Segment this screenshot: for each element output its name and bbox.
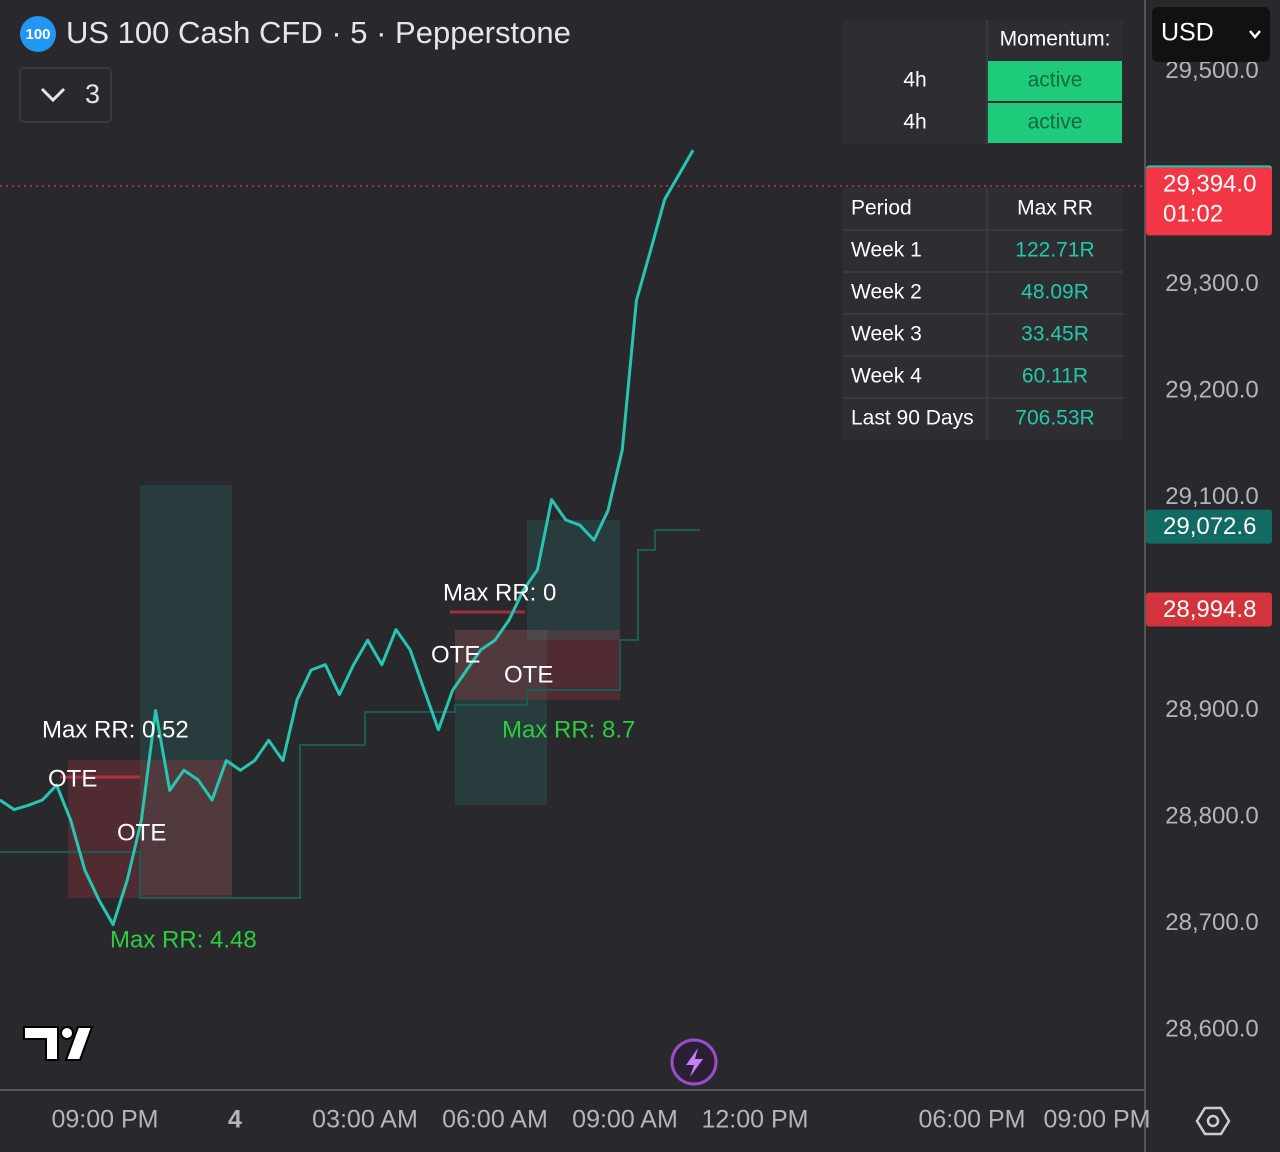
rr-header: Max RR	[1017, 197, 1093, 220]
logo-part	[60, 1026, 74, 1040]
max-rr: 122.71R	[1015, 239, 1094, 262]
time-tick-label: 09:00 PM	[51, 1106, 158, 1134]
step-line	[0, 529, 700, 899]
period: Last 90 Days	[851, 407, 974, 430]
timeframe: 4h	[903, 69, 926, 92]
price-tick-label: 28,900.0	[1165, 696, 1258, 723]
settings-icon	[1206, 1114, 1220, 1128]
price-line	[0, 149, 695, 927]
annotation: Max RR: 0.52	[42, 716, 189, 743]
status-cell	[988, 61, 1122, 101]
price-tick-label: 29,200.0	[1165, 376, 1258, 403]
symbol-icon-text: 100	[25, 26, 50, 43]
time-tick-label: 09:00 PM	[1043, 1106, 1150, 1134]
time-tick-label: 09:00 AM	[572, 1106, 678, 1134]
price-tag	[1146, 509, 1272, 544]
momentum-title: Momentum:	[1000, 28, 1111, 51]
time-tick-label: 06:00 PM	[918, 1106, 1025, 1134]
annotation: OTE	[431, 641, 480, 668]
zone	[455, 630, 620, 700]
time-tick-label: 03:00 AM	[312, 1106, 418, 1134]
axes: 29,500.029,300.029,200.029,100.028,900.0…	[51, 57, 1272, 1134]
annotation: Max RR: 0	[443, 579, 556, 606]
max-rr: 706.53R	[1015, 407, 1094, 430]
logo-part	[23, 1026, 59, 1061]
status: active	[1028, 111, 1083, 134]
chevron-icon	[40, 87, 66, 103]
price-tick-label: 28,600.0	[1165, 1015, 1258, 1042]
logo-part	[64, 1026, 94, 1061]
time-tick-label: 06:00 AM	[442, 1106, 548, 1134]
annotation: Max RR: 4.48	[110, 926, 257, 953]
price-tag-timer: 01:02	[1163, 201, 1223, 228]
annotation: OTE	[48, 765, 97, 792]
period: Week 1	[851, 239, 922, 262]
period: Week 4	[851, 365, 922, 388]
period: Week 3	[851, 323, 922, 346]
currency-label: USD	[1161, 19, 1214, 47]
price-tag-label: 28,994.8	[1163, 596, 1256, 623]
price-tag-label: 29,394.0	[1163, 171, 1256, 198]
indicator-toggle[interactable]	[19, 67, 112, 123]
max-rr: 60.11R	[1022, 365, 1088, 388]
zone	[68, 760, 232, 898]
price-tick-label: 29,300.0	[1165, 270, 1258, 297]
currency-select[interactable]	[1152, 7, 1270, 62]
annotation: Max RR: 8.7	[502, 716, 635, 743]
tv-logo	[23, 1026, 94, 1061]
time-tick-label: 12:00 PM	[701, 1106, 808, 1134]
price-tag	[1146, 592, 1272, 627]
timeframe: 4h	[903, 111, 926, 134]
annotation: OTE	[504, 661, 553, 688]
rr-header: Period	[851, 197, 912, 220]
price-tick-label: 28,800.0	[1165, 802, 1258, 829]
series: Max RR: 0.52 OTE OTE Max RR: 4.48 Max RR: 0 O…	[0, 149, 695, 953]
price-tick-label: 29,100.0	[1165, 483, 1258, 510]
status-cell	[988, 103, 1122, 143]
zone	[455, 630, 547, 805]
settings-button[interactable]	[1195, 1106, 1231, 1136]
price-tag	[1146, 167, 1272, 236]
zone	[140, 485, 232, 895]
zones	[0, 485, 700, 899]
max-rr: 33.45R	[1021, 323, 1089, 346]
price-tag-label: 29,072.6	[1163, 513, 1256, 540]
settings-icon	[1195, 1106, 1231, 1136]
price-tick-label: 28,700.0	[1165, 909, 1258, 936]
max-rr: 48.09R	[1021, 281, 1089, 304]
annotation: OTE	[117, 819, 166, 846]
time-tick-label: 4	[228, 1106, 242, 1134]
dropdown-icon	[1249, 30, 1261, 39]
period: Week 2	[851, 281, 922, 304]
tables: Momentum: 4h active 4h active Period Max RR Wee…	[843, 20, 1123, 440]
symbol-icon	[20, 16, 56, 52]
indicator-count: 3	[85, 79, 100, 109]
symbol-title: US 100 Cash CFD · 5 · Pepperstone	[66, 15, 571, 50]
lightning-icon	[686, 1048, 703, 1077]
status: active	[1028, 69, 1083, 92]
